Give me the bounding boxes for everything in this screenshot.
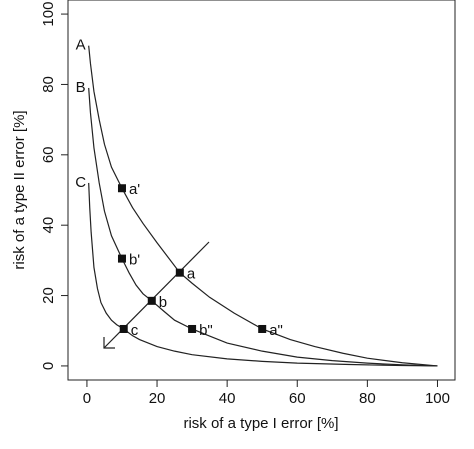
- y-tick-label: 0: [40, 362, 57, 370]
- point-label: a: [187, 266, 196, 283]
- y-tick-label: 20: [40, 287, 57, 304]
- point-marker: [119, 324, 128, 333]
- arrow-head: [103, 337, 115, 349]
- x-tick-label: 100: [425, 390, 450, 407]
- point-marker: [117, 184, 126, 193]
- point-label: a": [269, 322, 283, 339]
- point-marker: [188, 324, 197, 333]
- x-tick-label: 80: [359, 390, 376, 407]
- point-label: b': [129, 252, 140, 269]
- plot-frame: [67, 0, 456, 381]
- curve: [88, 182, 438, 367]
- curve: [88, 45, 438, 367]
- point-marker: [258, 324, 267, 333]
- point-label: c: [131, 322, 139, 339]
- x-tick-label: 40: [219, 390, 236, 407]
- y-tick-label: 100: [40, 2, 57, 27]
- x-tick-label: 20: [149, 390, 166, 407]
- point-marker: [147, 296, 156, 305]
- curve: [88, 87, 438, 367]
- point-label: b: [159, 294, 167, 311]
- curve-label: C: [75, 174, 86, 191]
- x-tick-label: 0: [83, 390, 91, 407]
- y-tick-label: 40: [40, 217, 57, 234]
- x-axis-title: risk of a type I error [%]: [183, 415, 338, 432]
- y-tick-label: 80: [40, 76, 57, 93]
- curve-label: B: [76, 79, 86, 96]
- point-label: b": [199, 322, 213, 339]
- y-axis-title: risk of a type II error [%]: [11, 110, 28, 269]
- point-label: a': [129, 181, 140, 198]
- y-tick-label: 60: [40, 146, 57, 163]
- point-marker: [175, 268, 184, 277]
- curve-label: A: [76, 37, 86, 54]
- point-marker: [117, 254, 126, 263]
- x-tick-label: 60: [289, 390, 306, 407]
